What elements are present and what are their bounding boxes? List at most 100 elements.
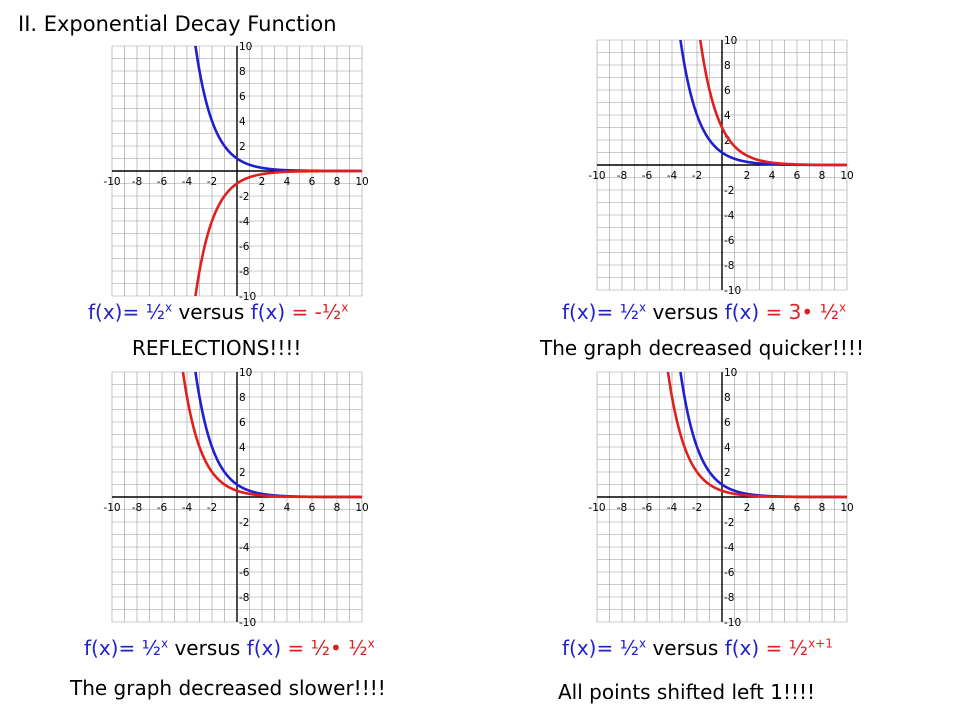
- formula-caption-3: f(x)= ½x versus f(x) = ½• ½x: [84, 636, 375, 660]
- x-tick-label: 6: [309, 502, 316, 514]
- chart-panel-reflections: -10 -8 -6 -4 -2 2 4 6 8 10 10 8 6 4 2 -2 -4 -6 -8 -10: [112, 46, 362, 296]
- chart-svg: -10 -8 -6 -4 -2 2 4 6 8 10 10 8 6 4 2 -2 -4 -6 -8 -10: [112, 372, 362, 622]
- note-3: The graph decreased slower!!!!: [70, 676, 386, 700]
- x-tick-label: -6: [157, 176, 168, 188]
- chart-svg: -10 -8 -6 -4 -2 2 4 6 8 10 10 8 6 4 2 -2 -4 -6 -8 -10: [112, 46, 362, 296]
- rhs-eq: =: [759, 636, 788, 660]
- x-tick-label: -2: [692, 502, 702, 514]
- note-1: REFLECTIONS!!!!: [132, 336, 301, 360]
- rhs-fx: f(x): [725, 636, 759, 660]
- y-tick-label: -2: [724, 517, 734, 529]
- y-tick-label: -4: [724, 210, 735, 222]
- chart-panel-quicker: -10 -8 -6 -4 -2 2 4 6 8 10 10 8 6 4 2 -2 -4 -6 -8 -10: [597, 40, 847, 290]
- y-tick-label: 6: [724, 85, 731, 97]
- y-tick-label: -6: [724, 235, 735, 247]
- x-tick-label: -8: [132, 176, 142, 188]
- page-title: II. Exponential Decay Function: [18, 12, 337, 36]
- x-tick-label: -4: [182, 176, 193, 188]
- rhs-coef: ½•: [311, 636, 349, 660]
- x-tick-label: 10: [840, 170, 853, 182]
- y-tick-label: 2: [239, 467, 246, 479]
- x-tick-label: 10: [355, 502, 368, 514]
- x-tick-label: -10: [103, 502, 120, 514]
- x-tick-label: 2: [259, 176, 266, 188]
- rhs-eq: =: [281, 636, 310, 660]
- y-tick-label: -8: [724, 260, 734, 272]
- base: ½: [620, 636, 639, 660]
- y-tick-label: -10: [724, 617, 741, 629]
- x-tick-label: -10: [103, 176, 120, 188]
- y-tick-label: -6: [239, 241, 250, 253]
- rhs-base: ½: [322, 300, 341, 324]
- y-tick-label: 8: [724, 60, 731, 72]
- base: ½: [142, 636, 161, 660]
- y-tick-label: 6: [239, 417, 246, 429]
- y-tick-label: -8: [239, 592, 249, 604]
- rhs-exp: x: [341, 300, 348, 314]
- rhs-coef: 3•: [789, 300, 820, 324]
- chart-panel-shift: -10 -8 -6 -4 -2 2 4 6 8 10 10 8 6 4 2 -2 -4 -6 -8 -10: [597, 372, 847, 622]
- y-tick-label: 10: [239, 367, 252, 379]
- y-tick-label: -8: [239, 266, 249, 278]
- y-tick-label: -4: [239, 216, 250, 228]
- x-tick-label: 10: [840, 502, 853, 514]
- versus: versus: [646, 300, 725, 324]
- y-tick-label: 10: [724, 367, 737, 379]
- formula-caption-1: f(x)= ½x versus f(x) = -½x: [88, 300, 348, 324]
- lhs: f(x)=: [562, 300, 613, 324]
- x-tick-label: -8: [132, 502, 142, 514]
- y-tick-label: 10: [724, 35, 737, 47]
- y-tick-label: -8: [724, 592, 734, 604]
- y-tick-label: -10: [724, 285, 741, 297]
- versus: versus: [172, 300, 251, 324]
- x-tick-label: 8: [819, 170, 826, 182]
- note-4: All points shifted left 1!!!!: [558, 680, 815, 704]
- x-tick-label: -6: [157, 502, 168, 514]
- y-tick-label: 6: [239, 91, 246, 103]
- y-tick-label: -6: [239, 567, 250, 579]
- x-tick-label: 10: [355, 176, 368, 188]
- x-tick-label: 4: [284, 502, 291, 514]
- y-tick-label: 4: [724, 110, 731, 122]
- x-tick-label: 2: [744, 502, 751, 514]
- x-tick-label: -2: [692, 170, 702, 182]
- x-tick-label: -4: [667, 502, 678, 514]
- y-tick-label: 8: [239, 392, 246, 404]
- y-tick-label: -4: [239, 542, 250, 554]
- x-tick-label: -10: [588, 502, 605, 514]
- y-tick-label: 6: [724, 417, 731, 429]
- x-tick-label: 6: [309, 176, 316, 188]
- rhs-base: ½: [348, 636, 367, 660]
- x-tick-label: 4: [769, 502, 776, 514]
- rhs-base: ½: [820, 300, 839, 324]
- rhs-coef: -: [315, 300, 322, 324]
- x-tick-label: 8: [334, 502, 341, 514]
- chart-svg: -10 -8 -6 -4 -2 2 4 6 8 10 10 8 6 4 2 -2 -4 -6 -8 -10: [597, 40, 847, 290]
- versus: versus: [168, 636, 247, 660]
- lhs: f(x)=: [84, 636, 135, 660]
- rhs-exp: x: [839, 300, 846, 314]
- y-tick-label: -4: [724, 542, 735, 554]
- y-tick-label: -6: [724, 567, 735, 579]
- base: ½: [146, 300, 165, 324]
- note-2: The graph decreased quicker!!!!: [540, 336, 864, 360]
- chart-panel-slower: -10 -8 -6 -4 -2 2 4 6 8 10 10 8 6 4 2 -2 -4 -6 -8 -10: [112, 372, 362, 622]
- x-tick-label: -4: [182, 502, 193, 514]
- rhs-base: ½: [789, 636, 808, 660]
- x-tick-label: 6: [794, 502, 801, 514]
- y-tick-label: -2: [239, 517, 249, 529]
- x-tick-label: 6: [794, 170, 801, 182]
- rhs-eq: =: [285, 300, 314, 324]
- base: ½: [620, 300, 639, 324]
- x-tick-label: -6: [642, 502, 653, 514]
- lhs: f(x)=: [88, 300, 139, 324]
- rhs-exp: x+1: [808, 636, 833, 650]
- lhs: f(x)=: [562, 636, 613, 660]
- rhs-fx: f(x): [247, 636, 281, 660]
- x-tick-label: 8: [334, 176, 341, 188]
- versus: versus: [646, 636, 725, 660]
- y-tick-label: 8: [239, 66, 246, 78]
- y-tick-label: -2: [239, 191, 249, 203]
- y-tick-label: 2: [239, 141, 246, 153]
- rhs-fx: f(x): [725, 300, 759, 324]
